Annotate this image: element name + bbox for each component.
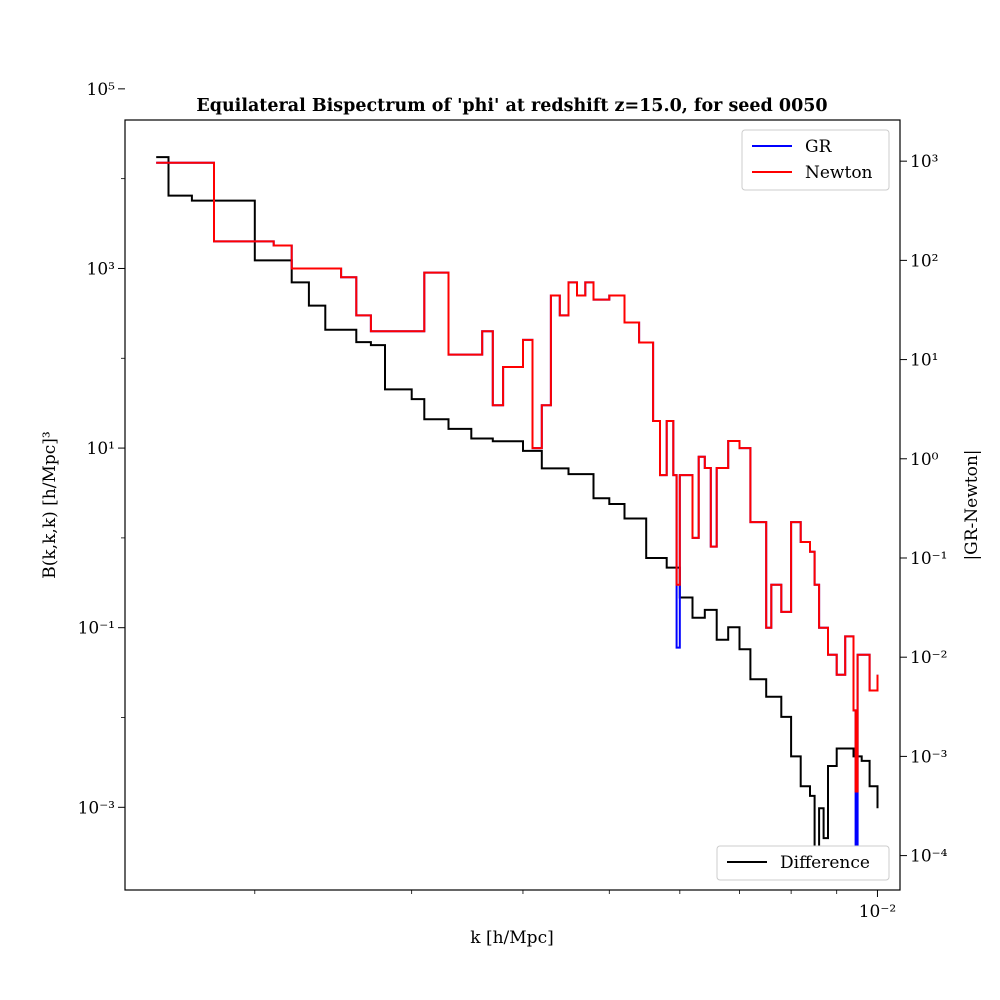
legend-difference-label: Difference xyxy=(780,853,870,873)
y2-tick-label: 10¹ xyxy=(910,351,938,371)
chart-title: Equilateral Bispectrum of 'phi' at redsh… xyxy=(196,96,827,116)
x-axis-label: k [h/Mpc] xyxy=(470,928,553,948)
y2-tick-label: 10⁰ xyxy=(910,450,939,470)
x-axis: 10⁻² xyxy=(254,890,896,922)
axes-frame xyxy=(124,119,901,891)
series-difference-line xyxy=(156,156,879,857)
y-tick-label: 10⁻³ xyxy=(78,798,115,818)
left-y-axis: 10⁵ 10³ 10¹ 10⁻¹ 10⁻³ xyxy=(78,80,125,818)
series-layer xyxy=(156,156,879,872)
y-tick-label: 10⁵ xyxy=(87,80,116,100)
legend-bottom: Difference xyxy=(716,845,890,881)
legend-bottom-box xyxy=(716,845,890,881)
y2-tick-label: 10³ xyxy=(910,152,938,172)
right-y-axis: 10³ 10² 10¹ 10⁰ 10⁻¹ 10⁻² 10⁻³ 10⁻⁴ xyxy=(900,152,948,867)
legend-newton-label: Newton xyxy=(805,163,873,183)
y-axis-label: B(k,k,k) [h/Mpc]³ xyxy=(40,431,60,578)
y-tick-label: 10¹ xyxy=(87,439,115,459)
y2-axis-label: |GR-Newton| xyxy=(962,449,982,560)
y2-tick-label: 10⁻³ xyxy=(910,747,947,767)
series-newton-line xyxy=(156,161,879,793)
y2-tick-label: 10² xyxy=(910,251,938,271)
legend-top: GR Newton xyxy=(741,129,890,191)
y2-tick-label: 10⁻² xyxy=(910,648,947,668)
y-tick-label: 10⁻¹ xyxy=(78,619,115,639)
y-tick-label: 10³ xyxy=(87,259,115,279)
x-tick-label: 10⁻² xyxy=(859,902,896,922)
y2-tick-label: 10⁻¹ xyxy=(910,549,947,569)
legend-gr-label: GR xyxy=(805,137,833,157)
y2-tick-label: 10⁻⁴ xyxy=(910,847,948,867)
